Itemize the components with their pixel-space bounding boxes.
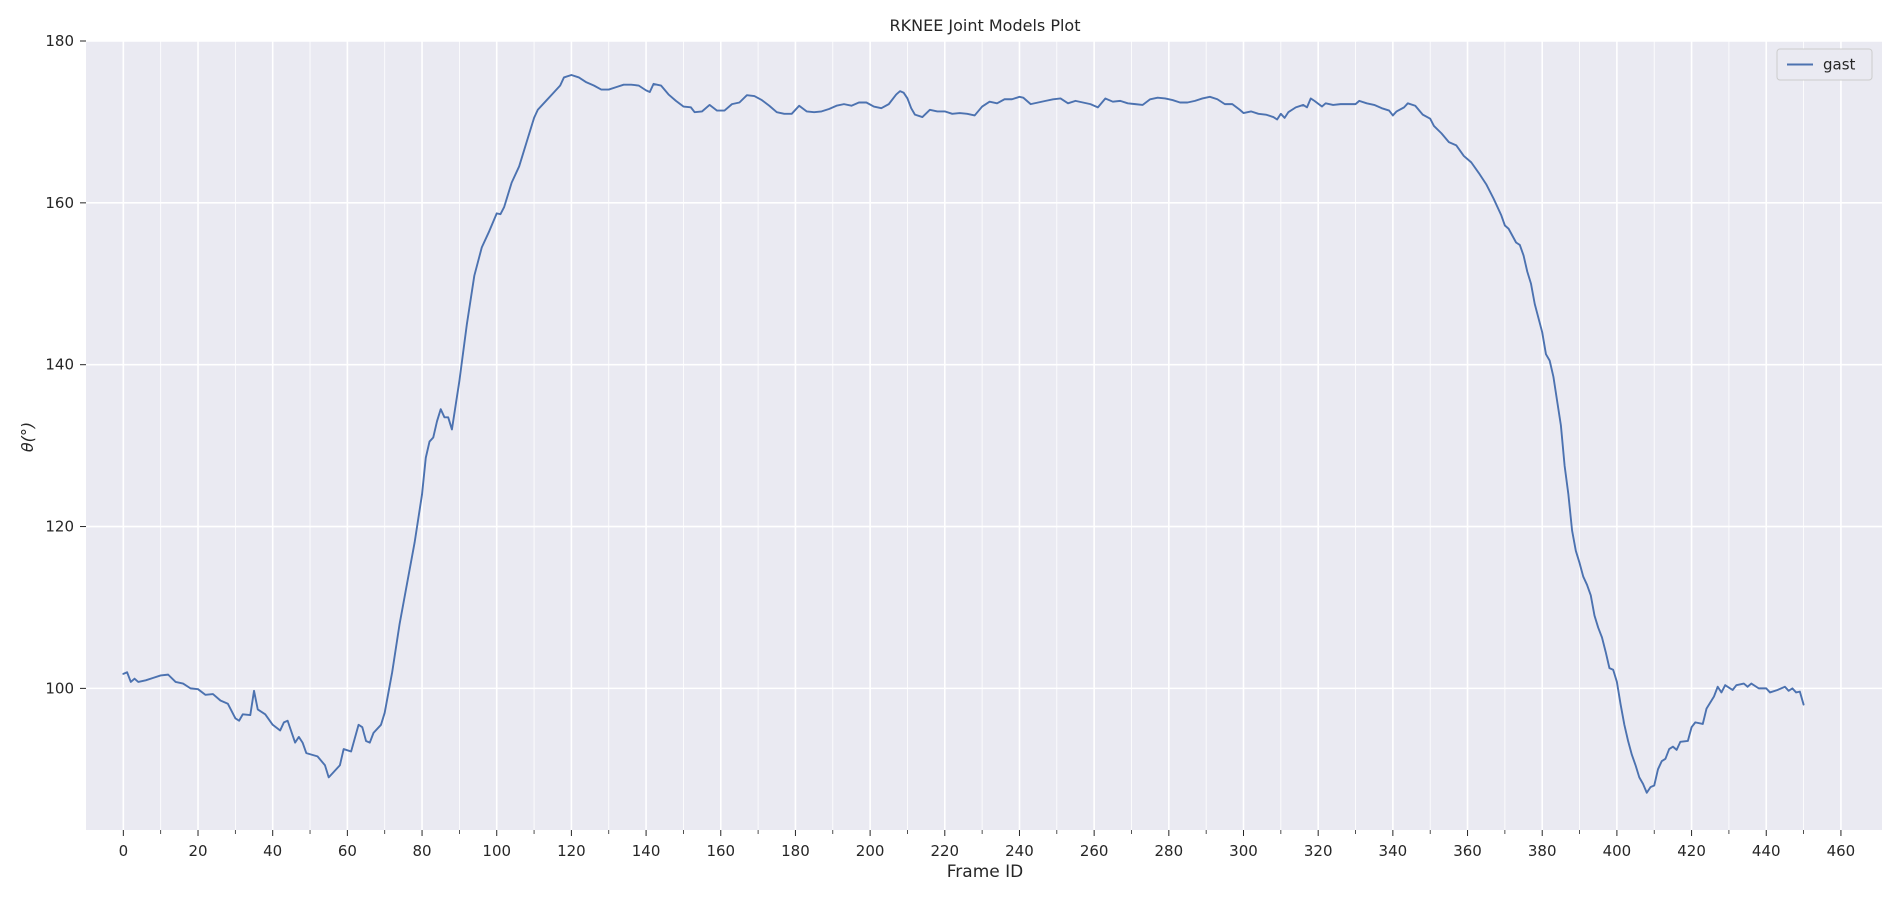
x-tick-label: 80 bbox=[413, 842, 432, 860]
plot-area bbox=[86, 41, 1882, 830]
x-tick-label: 360 bbox=[1453, 842, 1482, 860]
x-tick-label: 220 bbox=[930, 842, 959, 860]
x-tick-label: 440 bbox=[1752, 842, 1781, 860]
x-tick-label: 40 bbox=[263, 842, 282, 860]
x-tick-label: 120 bbox=[557, 842, 586, 860]
x-tick-label: 0 bbox=[119, 842, 129, 860]
x-tick-label: 400 bbox=[1603, 842, 1632, 860]
y-tick-label: 140 bbox=[45, 356, 74, 374]
x-axis-label: Frame ID bbox=[947, 862, 1023, 882]
y-axis-label: θ(°) bbox=[18, 422, 37, 452]
y-axis-ticks: 100 120 140 160 180 bbox=[45, 32, 86, 697]
x-tick-label: 280 bbox=[1155, 842, 1184, 860]
series-layer bbox=[122, 74, 1805, 794]
x-tick-label: 340 bbox=[1379, 842, 1408, 860]
grid-lines bbox=[86, 40, 1882, 830]
y-tick-label: 160 bbox=[45, 194, 74, 212]
x-tick-label: 180 bbox=[781, 842, 810, 860]
x-axis-ticks: 0 20 40 60 80 100 120 140 160 180 200 220 240 260 280 3… bbox=[119, 830, 1856, 860]
legend-box bbox=[1776, 48, 1873, 81]
x-tick-label: 140 bbox=[632, 842, 661, 860]
series-line-gast bbox=[122, 74, 1805, 794]
x-tick-label: 200 bbox=[856, 842, 885, 860]
y-tick-label: 120 bbox=[45, 518, 74, 536]
legend-label: gast bbox=[1823, 56, 1856, 74]
x-tick-label: 240 bbox=[1005, 842, 1034, 860]
chart-title: RKNEE Joint Models Plot bbox=[890, 16, 1081, 35]
x-tick-label: 100 bbox=[482, 842, 511, 860]
x-tick-label: 260 bbox=[1080, 842, 1109, 860]
legend: gast bbox=[1776, 48, 1873, 81]
x-tick-label: 300 bbox=[1229, 842, 1258, 860]
x-tick-label: 60 bbox=[338, 842, 357, 860]
x-tick-label: 460 bbox=[1827, 842, 1856, 860]
x-tick-label: 380 bbox=[1528, 842, 1557, 860]
y-tick-label: 180 bbox=[45, 32, 74, 50]
y-tick-label: 100 bbox=[45, 679, 74, 697]
x-tick-label: 320 bbox=[1304, 842, 1333, 860]
x-tick-label: 20 bbox=[188, 842, 207, 860]
x-tick-label: 420 bbox=[1677, 842, 1706, 860]
x-tick-label: 160 bbox=[706, 842, 735, 860]
